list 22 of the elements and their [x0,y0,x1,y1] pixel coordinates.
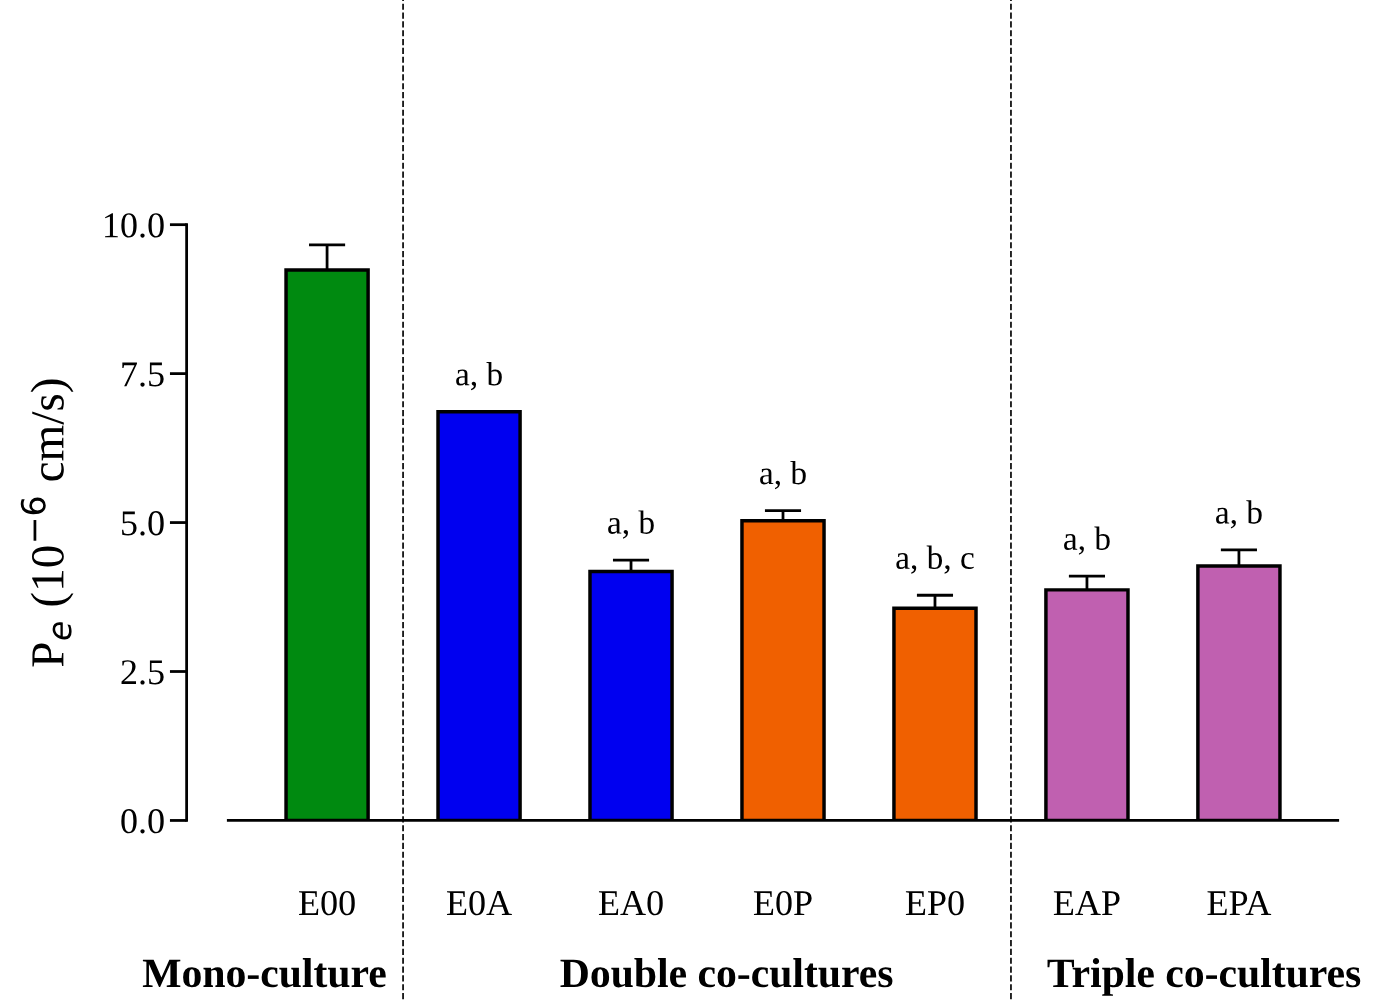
data-label: a, b [456,362,502,391]
x-tick-label: EA0 [598,890,663,916]
text: Triple co-cultures [1047,958,1361,996]
y-tick-label: 7.5 [122,362,164,387]
text: Double co-cultures [560,958,893,988]
x-tick-label: E0A [446,890,512,916]
x-tick-label: E0P [753,890,812,916]
data-label: a, b [1064,526,1110,555]
y-tick-label: 5.0 [122,511,164,536]
x-tick-label: EP0 [905,890,964,916]
data-label: a, b [1216,500,1262,529]
x-tick-label: EAP [1053,891,1120,915]
data-label: a, b [760,460,806,490]
y-tick-label: 2.5 [121,660,164,685]
y-tick-label: 10.0 [105,213,164,238]
data-label: a, b, c [896,545,974,574]
y-tick-label: 0.0 [121,808,164,834]
data-label: a, b [608,510,654,539]
x-tick-label: E00 [299,890,355,916]
x-tick-label: EPA [1207,891,1272,915]
text: Mono-culture [142,958,386,988]
y-axis-title: P$_{e}$ (10$^{−6}$ cm/s) [20,379,74,667]
